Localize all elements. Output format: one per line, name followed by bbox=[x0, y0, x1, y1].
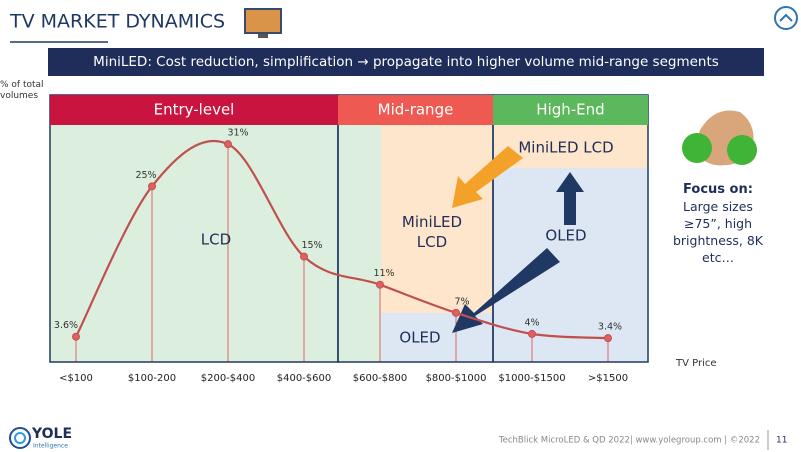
point bbox=[148, 182, 156, 191]
annotation: OLED bbox=[545, 227, 586, 245]
segment-header bbox=[493, 95, 648, 125]
arrow bbox=[452, 248, 560, 333]
lcd-region bbox=[50, 95, 381, 362]
value-label: 25% bbox=[135, 170, 156, 181]
home-icon bbox=[779, 13, 793, 22]
point bbox=[300, 252, 308, 261]
y-axis-label: % of total volumes bbox=[0, 80, 44, 101]
segment-label: Entry-level bbox=[154, 101, 235, 119]
point bbox=[376, 280, 384, 289]
value-label: 7% bbox=[454, 296, 469, 307]
x-tick-label: $1000-$1500 bbox=[498, 373, 565, 384]
x-tick-label: >$1500 bbox=[588, 373, 628, 384]
logo-icon bbox=[14, 432, 26, 444]
point bbox=[528, 329, 536, 338]
x-axis-label: TV Price bbox=[675, 358, 717, 369]
point bbox=[224, 140, 232, 149]
banner bbox=[48, 48, 764, 76]
overlay: MiniLED: Cost reduction, simplification … bbox=[9, 6, 798, 450]
annotation: MiniLED LCD bbox=[518, 139, 613, 157]
banner-text: MiniLED: Cost reduction, simplification … bbox=[93, 54, 719, 70]
value-label: 11% bbox=[373, 268, 394, 279]
segment-label: High-End bbox=[536, 101, 604, 119]
miniled-region bbox=[381, 125, 493, 313]
arrow bbox=[556, 172, 584, 225]
side-note-text: Large sizes ≥75”, high brightness, 8K et… bbox=[672, 199, 764, 265]
segment-header bbox=[338, 95, 493, 125]
ball-image bbox=[682, 133, 712, 163]
logo: YOLE bbox=[31, 426, 72, 442]
value-label: 3.6% bbox=[54, 320, 78, 331]
segment-label: Mid-range bbox=[378, 101, 454, 119]
annotation: LCD bbox=[201, 231, 231, 249]
annotation: OLED bbox=[399, 329, 440, 347]
tv-stand bbox=[258, 34, 268, 38]
annotation: MiniLED LCD bbox=[402, 213, 462, 251]
arrow bbox=[452, 146, 523, 208]
segment-header bbox=[50, 95, 338, 125]
x-tick-label: $800-$1000 bbox=[426, 373, 487, 384]
x-tick-label: $600-$800 bbox=[353, 373, 408, 384]
point bbox=[604, 334, 612, 343]
title: TV MARKET DYNAMICS bbox=[9, 11, 225, 33]
value-label: 31% bbox=[227, 128, 248, 139]
x-tick-label: $400-$600 bbox=[277, 373, 332, 384]
x-tick-label: <$100 bbox=[59, 373, 93, 384]
x-tick-label: $100-200 bbox=[128, 373, 176, 384]
value-label: 4% bbox=[524, 317, 539, 328]
point bbox=[452, 308, 460, 317]
logo-icon bbox=[9, 427, 31, 449]
data bbox=[75, 144, 609, 362]
side-note-title: Focus on: bbox=[683, 182, 753, 197]
home-button[interactable] bbox=[774, 6, 798, 30]
logo-sub: Intelligence bbox=[33, 443, 68, 450]
tv-screen bbox=[246, 10, 280, 32]
x-tick-label: $200-$400 bbox=[201, 373, 256, 384]
ball-image bbox=[727, 135, 757, 165]
regions bbox=[50, 95, 648, 362]
value-label: 15% bbox=[301, 240, 322, 251]
page-number: 11 bbox=[776, 436, 787, 446]
footer-source: TechBlick MicroLED & QD 2022| www.yolegr… bbox=[498, 436, 760, 446]
point bbox=[72, 332, 80, 341]
value-label: 3.4% bbox=[598, 322, 622, 333]
